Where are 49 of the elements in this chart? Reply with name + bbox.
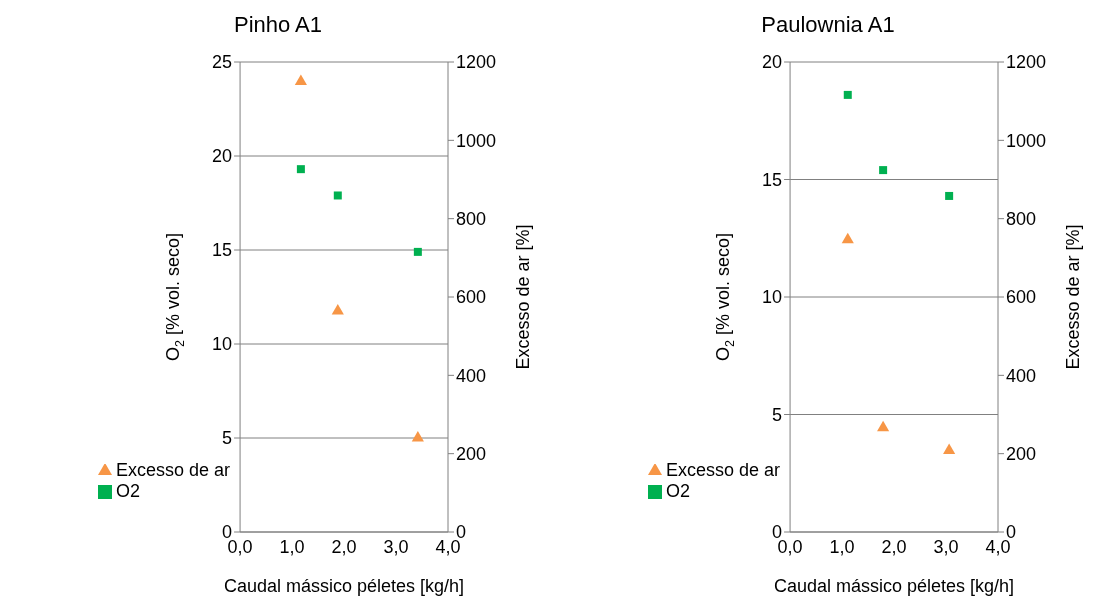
x-axis-title: Caudal mássico péletes [kg/h] (773, 576, 1015, 596)
y2-tick-label: 1000 (456, 130, 497, 151)
point (943, 443, 956, 455)
x-tick-label: 2,0 (331, 536, 357, 557)
y-tick-label: 10 (762, 287, 783, 308)
point (841, 232, 854, 244)
x-tick-label: 1,0 (279, 536, 305, 557)
y-tick-label: 25 (212, 52, 233, 73)
y2-tick-label: 1000 (1006, 130, 1047, 151)
legend-label: O2 (116, 481, 141, 501)
chart-title: Pinho A1 (232, 11, 324, 39)
chart-title: Paulownia A1 (760, 11, 896, 39)
y2-tick-label: 400 (456, 365, 487, 386)
point (877, 420, 890, 432)
x-tick-label: 3,0 (383, 536, 409, 557)
x-tick-label: 3,0 (933, 536, 959, 557)
y2-tick-label: 200 (456, 444, 487, 465)
y2-tick-label: 1200 (1006, 52, 1047, 73)
y2-tick-label: 1200 (456, 52, 497, 73)
y-tick-label: 15 (212, 240, 233, 261)
x-axis-title: Caudal mássico péletes [kg/h] (223, 576, 465, 596)
y2-tick-label: 600 (456, 287, 487, 308)
y2-tick-label: 800 (456, 209, 487, 230)
y2-tick-label: 400 (1006, 365, 1037, 386)
y2-tick-label: 200 (1006, 444, 1037, 465)
point (413, 247, 422, 256)
point (294, 74, 307, 86)
y2-axis-title: Excesso de ar [%] (1062, 224, 1083, 370)
point (945, 191, 954, 200)
x-tick-label: 1,0 (829, 536, 855, 557)
y-tick-label: 15 (762, 169, 783, 190)
point (296, 165, 305, 174)
y-tick-label: 10 (212, 334, 233, 355)
legend-label: Excesso de ar (116, 460, 231, 480)
point (411, 430, 424, 442)
legend-label: O2 (666, 481, 691, 501)
point (843, 90, 852, 99)
y-tick-label: 20 (762, 52, 783, 73)
point (333, 191, 342, 200)
x-tick-label: 2,0 (881, 536, 907, 557)
point (331, 304, 344, 315)
point (879, 166, 888, 175)
y-tick-label: 20 (212, 146, 233, 167)
y2-tick-label: 600 (1006, 287, 1037, 308)
y2-axis-title: Excesso de ar [%] (512, 224, 533, 370)
y2-tick-label: 800 (1006, 209, 1037, 230)
y-tick-label: 5 (772, 404, 783, 425)
legend-label: Excesso de ar (666, 460, 781, 480)
y-tick-label: 5 (222, 428, 233, 449)
